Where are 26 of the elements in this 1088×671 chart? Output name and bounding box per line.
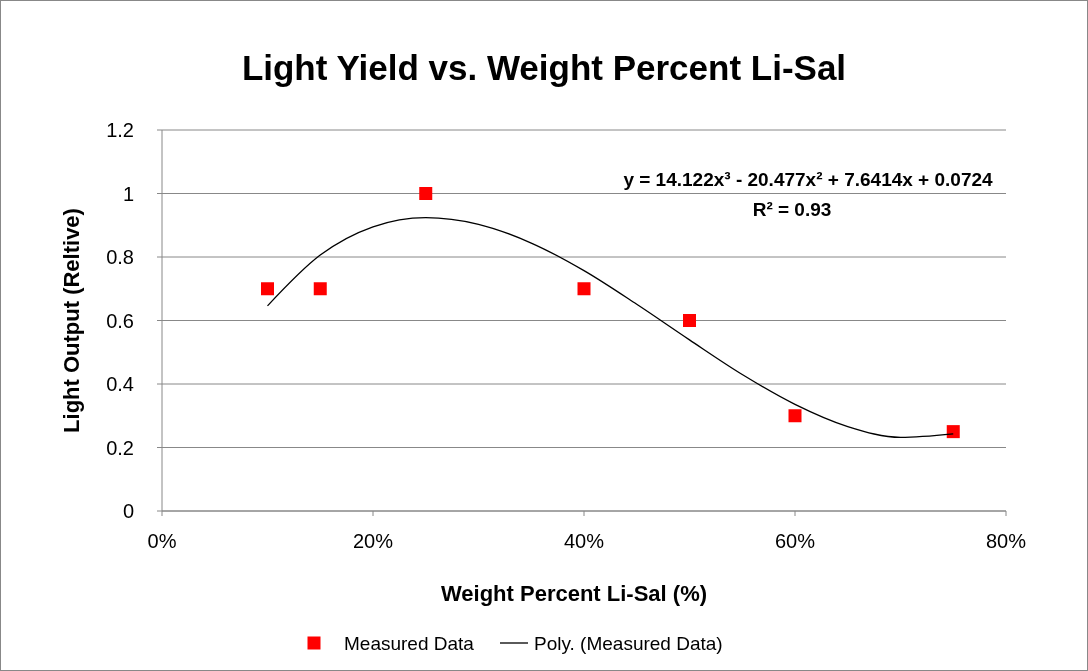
point xyxy=(946,425,960,439)
x-tick-label: 80% xyxy=(985,530,1027,552)
y-tick-label: 1 xyxy=(122,182,134,205)
point xyxy=(261,282,274,296)
x-tick-label: 0% xyxy=(147,530,177,552)
y-tick-label: 0 xyxy=(122,500,134,522)
point xyxy=(419,187,433,200)
legend-label: Poly. (Measured Data) xyxy=(534,633,723,654)
x-axis-title: Weight Percent Li-Sal (%) xyxy=(440,581,708,606)
legend-label: Measured Data xyxy=(344,633,475,654)
y-tick-label: 0.6 xyxy=(106,309,134,332)
y-tick-label: 0.2 xyxy=(106,436,134,459)
y-tick-label: 0.8 xyxy=(106,246,134,268)
annotation: R² = 0.93 xyxy=(752,199,832,220)
x-tick-label: 40% xyxy=(563,530,605,552)
point xyxy=(577,282,591,296)
y-tick-label: 0.4 xyxy=(106,373,134,395)
x-tick-label: 20% xyxy=(352,530,394,552)
annotation: y = 14.122x³ - 20.477x² + 7.6414x + 0.0724 xyxy=(623,169,994,190)
y-axis-title: Light Output (Reltive) xyxy=(59,208,84,433)
point xyxy=(683,314,696,327)
chart-title: Light Yield vs. Weight Percent Li-Sal xyxy=(241,48,847,87)
point xyxy=(788,409,802,423)
x-tick-label: 60% xyxy=(774,530,816,552)
point xyxy=(313,282,327,296)
y-tick-label: 1.2 xyxy=(106,119,134,141)
